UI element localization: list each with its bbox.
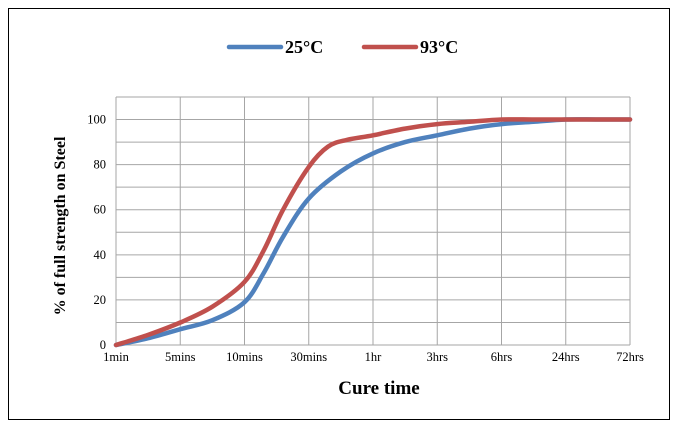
y-tick-labels: 0 20 40 60 80 100 [87, 113, 106, 352]
x-tick-label: 72hrs [616, 350, 644, 364]
x-tick-label: 1min [103, 350, 129, 364]
y-tick-label: 100 [87, 113, 106, 127]
x-tick-label: 10mins [226, 350, 263, 364]
x-tick-label: 24hrs [552, 350, 580, 364]
x-tick-label: 6hrs [491, 350, 513, 364]
line-chart: 0 20 40 60 80 100 1min 5mins 10mins 30mins 1hr 3hr… [52, 37, 644, 399]
y-tick-label: 80 [94, 158, 107, 172]
x-tick-label: 5mins [165, 350, 196, 364]
legend-label: 25°C [285, 37, 323, 57]
chart-frame: 0 20 40 60 80 100 1min 5mins 10mins 30mins 1hr 3hr… [8, 8, 670, 420]
y-tick-label: 20 [94, 293, 107, 307]
legend-label: 93°C [420, 37, 458, 57]
x-tick-labels: 1min 5mins 10mins 30mins 1hr 3hrs 6hrs 24hrs 72h… [103, 350, 644, 364]
y-tick-label: 40 [94, 248, 107, 262]
series-lines [113, 117, 633, 348]
x-tick-label: 30mins [290, 350, 327, 364]
x-tick-label: 1hr [365, 350, 383, 364]
y-axis-title: % of full strength on Steel [52, 136, 69, 315]
x-axis-title: Cure time [338, 378, 419, 399]
legend: 25°C 93°C [226, 37, 458, 57]
x-tick-label: 3hrs [426, 350, 448, 364]
y-tick-label: 0 [100, 338, 106, 352]
series-line-red [113, 117, 633, 348]
y-tick-label: 60 [94, 203, 107, 217]
